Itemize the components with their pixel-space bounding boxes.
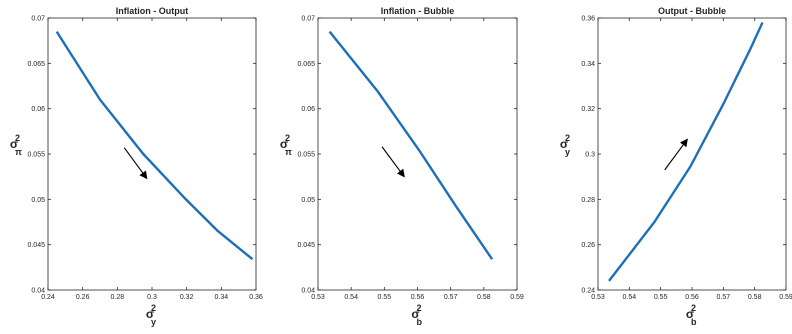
y-tick-label: 0.06 (31, 106, 45, 113)
x-tick-label: 0.57 (717, 294, 731, 301)
direction-arrow (664, 138, 688, 171)
x-axis-label-symbol: σ (411, 307, 419, 321)
y-axis-label-symbol: σ (10, 137, 18, 151)
x-tick-label: 0.59 (510, 294, 524, 301)
y-axis-label-sub: y (565, 147, 570, 157)
chart-title: Inflation - Bubble (381, 6, 455, 16)
x-axis-label-symbol: σ (686, 307, 694, 321)
x-axis-label-sup: 2 (151, 303, 156, 313)
x-axis-label-sup: 2 (417, 303, 422, 313)
chart-panel-2: Inflation - Bubble 0.53 0.54 0.55 0.56 0.57 0.… (280, 6, 524, 327)
x-axis-label: σ2 b (411, 303, 422, 327)
x-tick-label: 0.58 (748, 294, 762, 301)
y-tick-label: 0.055 (297, 152, 315, 159)
y-tick-label: 0.065 (297, 61, 315, 68)
x-tick-label: 0.56 (685, 294, 699, 301)
x-tick-label: 0.32 (180, 294, 194, 301)
y-tick-label: 0.28 (581, 197, 595, 204)
y-tick-label: 0.05 (31, 197, 45, 204)
y-axis-label: σ2 π (10, 133, 22, 157)
x-tick-label: 0.24 (41, 294, 55, 301)
x-tick-label: 0.57 (444, 294, 458, 301)
x-tick-label: 0.26 (76, 294, 90, 301)
y-tick-label: 0.07 (301, 16, 315, 23)
y-axis-label-sub: π (285, 147, 292, 157)
x-tick-label: 0.54 (623, 294, 637, 301)
x-axis-label-symbol: σ (146, 307, 154, 321)
y-axis-label-sup: 2 (15, 133, 20, 143)
y-tick-label: 0.04 (301, 288, 315, 295)
y-tick-label: 0.3 (585, 152, 595, 159)
chart-title: Output - Bubble (658, 6, 726, 16)
chart-panel-1: Inflation - Output 0.24 0.26 0.28 0.3 0.32 0.3… (10, 6, 263, 327)
x-tick-label: 0.36 (249, 294, 263, 301)
y-tick-label: 0.26 (581, 242, 595, 249)
x-axis-label: σ2 b (686, 303, 697, 327)
chart-title: Inflation - Output (116, 6, 188, 16)
series-line (608, 21, 764, 282)
y-tick-label: 0.06 (301, 106, 315, 113)
x-tick-label: 0.58 (477, 294, 491, 301)
direction-arrow (123, 147, 148, 180)
x-tick-label: 0.56 (411, 294, 425, 301)
y-tick-label: 0.065 (27, 61, 45, 68)
y-tick-label: 0.34 (581, 61, 595, 68)
x-tick-label: 0.53 (591, 294, 605, 301)
y-tick-label: 0.055 (27, 152, 45, 159)
x-axis-label-sup: 2 (691, 303, 696, 313)
y-tick-label: 0.045 (27, 242, 45, 249)
x-tick-label: 0.55 (378, 294, 392, 301)
x-axis-label-sub: b (691, 317, 697, 327)
x-axis-label-sub: y (151, 317, 156, 327)
series-line (328, 30, 494, 260)
plot-frame (47, 17, 257, 291)
x-tick-label: 0.54 (344, 294, 358, 301)
y-tick-label: 0.24 (581, 288, 595, 295)
y-axis-label-symbol: σ (280, 137, 288, 151)
x-tick-label: 0.59 (779, 294, 792, 301)
x-tick-label: 0.53 (311, 294, 325, 301)
x-tick-label: 0.3 (147, 294, 157, 301)
x-tick-label: 0.55 (654, 294, 668, 301)
y-tick-label: 0.32 (581, 106, 595, 113)
y-tick-label: 0.07 (31, 16, 45, 23)
series-line (55, 30, 254, 261)
x-axis-label-sub: b (417, 317, 423, 327)
direction-arrow (381, 146, 405, 178)
x-tick-label: 0.34 (215, 294, 229, 301)
y-axis-label: σ2 y (560, 133, 570, 157)
y-tick-label: 0.36 (581, 16, 595, 23)
y-tick-label: 0.045 (297, 242, 315, 249)
plot-frame (597, 17, 787, 291)
x-axis-label: σ2 y (146, 303, 156, 327)
plot-frame (317, 17, 518, 291)
chart-panel-3: Output - Bubble 0.53 0.54 0.55 0.56 0.57 0.58 0… (560, 6, 792, 327)
y-axis-label-sub: π (15, 147, 22, 157)
y-tick-label: 0.04 (31, 288, 45, 295)
y-tick-label: 0.05 (301, 197, 315, 204)
y-axis-label: σ2 π (280, 133, 292, 157)
y-axis-label-symbol: σ (560, 137, 568, 151)
y-axis-label-sup: 2 (565, 133, 570, 143)
x-tick-label: 0.28 (111, 294, 125, 301)
y-axis-label-sup: 2 (285, 133, 290, 143)
